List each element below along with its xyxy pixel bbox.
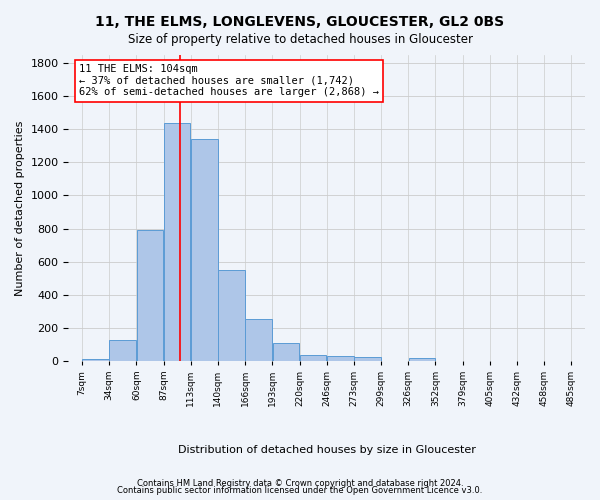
Text: 11, THE ELMS, LONGLEVENS, GLOUCESTER, GL2 0BS: 11, THE ELMS, LONGLEVENS, GLOUCESTER, GL…: [95, 15, 505, 29]
Text: Contains HM Land Registry data © Crown copyright and database right 2024.: Contains HM Land Registry data © Crown c…: [137, 478, 463, 488]
Bar: [82, 359, 109, 360]
Text: 11 THE ELMS: 104sqm
← 37% of detached houses are smaller (1,742)
62% of semi-det: 11 THE ELMS: 104sqm ← 37% of detached ho…: [79, 64, 379, 98]
Bar: [109, 340, 136, 360]
Bar: [327, 356, 353, 360]
Text: Size of property relative to detached houses in Gloucester: Size of property relative to detached ho…: [128, 32, 473, 46]
Bar: [409, 358, 435, 360]
Bar: [218, 270, 245, 360]
Bar: [300, 355, 326, 360]
Bar: [137, 230, 163, 360]
Bar: [245, 320, 272, 360]
Bar: [272, 342, 299, 360]
Bar: [164, 123, 190, 360]
Bar: [354, 358, 381, 360]
Text: Contains public sector information licensed under the Open Government Licence v3: Contains public sector information licen…: [118, 486, 482, 495]
Y-axis label: Number of detached properties: Number of detached properties: [15, 120, 25, 296]
X-axis label: Distribution of detached houses by size in Gloucester: Distribution of detached houses by size …: [178, 445, 476, 455]
Bar: [191, 140, 218, 360]
